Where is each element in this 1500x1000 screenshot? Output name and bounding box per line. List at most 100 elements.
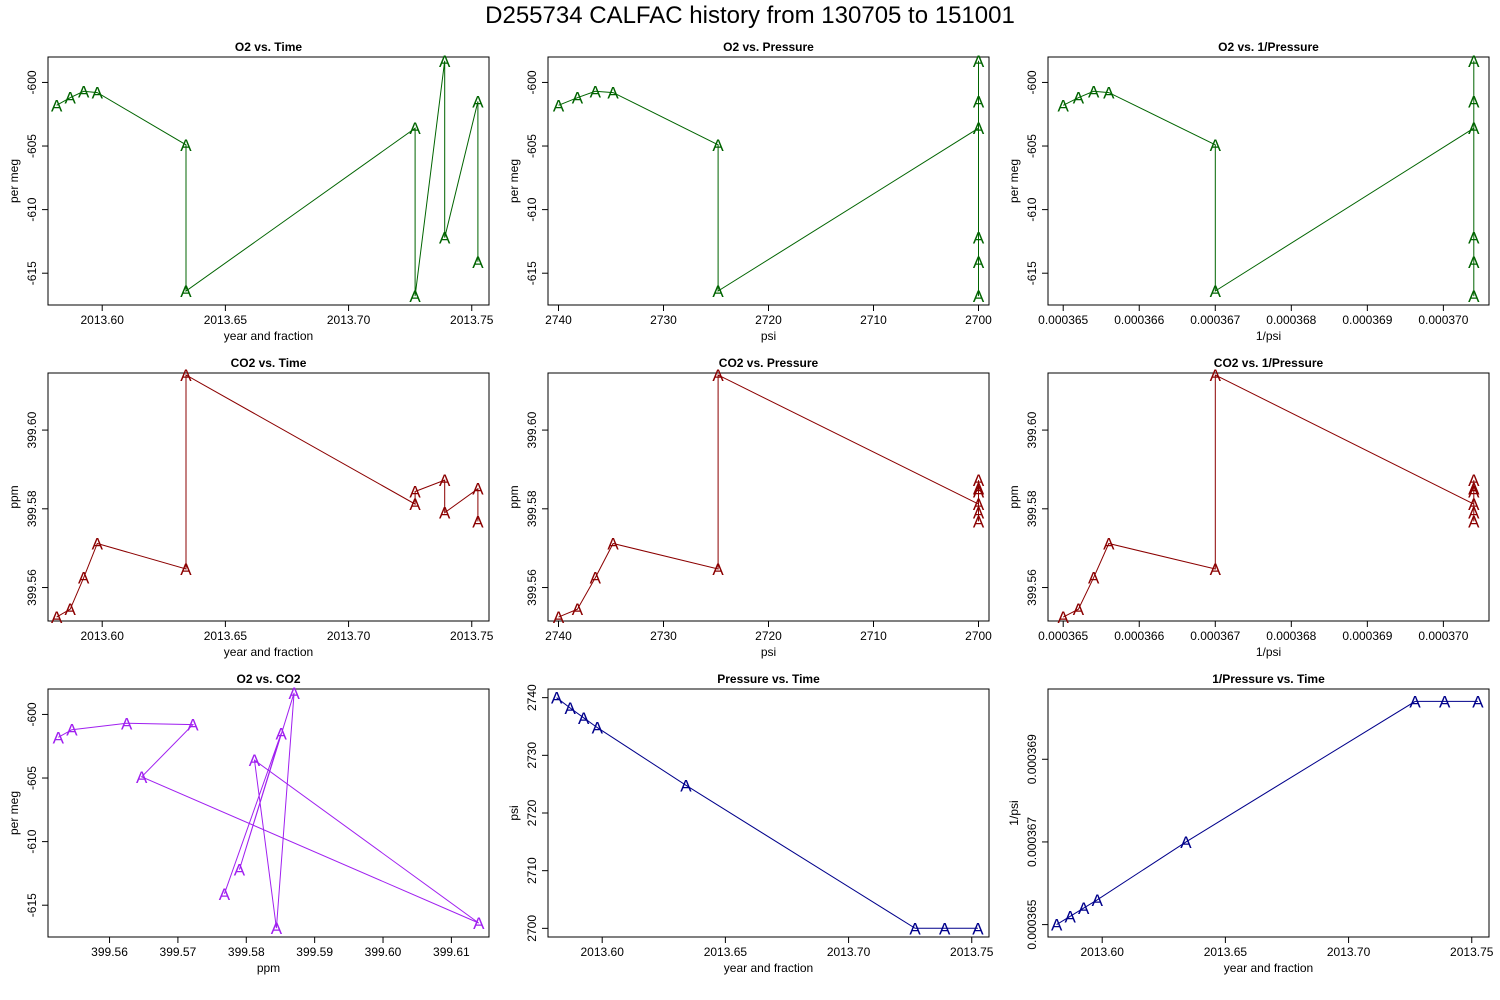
plot-frame xyxy=(547,372,990,622)
data-point: A xyxy=(973,253,985,272)
data-point: A xyxy=(1468,287,1480,306)
x-tick-label: 2700 xyxy=(965,629,992,643)
x-tick-label: 2013.75 xyxy=(1450,945,1494,959)
x-tick-label: 2720 xyxy=(755,313,782,327)
data-point: A xyxy=(1468,482,1480,501)
x-axis-label: 1/psi xyxy=(1256,329,1281,343)
data-point: A xyxy=(51,96,63,115)
data-point: A xyxy=(1088,569,1100,588)
data-point: A xyxy=(65,89,77,108)
x-tick-label: 399.61 xyxy=(433,945,470,959)
data-point: A xyxy=(1092,891,1104,910)
x-axis-label: year and fraction xyxy=(224,645,313,659)
data-point: A xyxy=(1065,907,1077,926)
y-axis-label: per meg xyxy=(507,159,521,203)
data-point: A xyxy=(136,768,148,787)
panel-title: O2 vs. 1/Pressure xyxy=(1218,40,1319,54)
y-tick-label: -610 xyxy=(25,197,39,221)
x-tick-label: 2013.70 xyxy=(327,629,371,643)
data-point: A xyxy=(909,919,921,938)
y-tick-label: -610 xyxy=(525,197,539,221)
x-tick-label: 2013.60 xyxy=(1081,945,1125,959)
x-tick-label: 0.000366 xyxy=(1114,629,1164,643)
y-axis-label: per meg xyxy=(1007,159,1021,203)
data-point: A xyxy=(234,861,246,880)
data-point: A xyxy=(409,495,421,514)
data-point: A xyxy=(65,600,77,619)
data-point: A xyxy=(973,93,985,112)
data-point: A xyxy=(1468,480,1480,499)
plot-frame xyxy=(47,56,490,306)
x-tick-label: 0.000366 xyxy=(1114,313,1164,327)
x-tick-label: 2013.60 xyxy=(81,629,125,643)
y-tick-label: 399.60 xyxy=(25,411,39,448)
x-tick-label: 0.000369 xyxy=(1342,313,1392,327)
data-point: A xyxy=(1088,82,1100,101)
x-axis-label: psi xyxy=(761,329,776,343)
plot-frame xyxy=(47,688,490,938)
data-point: A xyxy=(1210,366,1222,385)
data-point: A xyxy=(712,560,724,579)
data-point: A xyxy=(1468,471,1480,490)
data-point: A xyxy=(607,84,619,103)
x-tick-label: 2730 xyxy=(650,313,677,327)
data-point: A xyxy=(1468,229,1480,248)
data-point: A xyxy=(1078,899,1090,918)
y-tick-label: 0.000369 xyxy=(1025,734,1039,784)
data-point: A xyxy=(53,728,65,747)
data-point: A xyxy=(1468,52,1480,71)
y-tick-label: 2740 xyxy=(525,684,539,711)
data-point: A xyxy=(66,721,78,740)
data-point: A xyxy=(219,885,231,904)
x-tick-label: 2013.75 xyxy=(450,629,494,643)
plot-frame xyxy=(1047,372,1490,622)
plot-frame xyxy=(547,688,990,938)
series-line xyxy=(1062,374,1475,618)
x-axis-label: year and fraction xyxy=(724,961,813,975)
data-point: A xyxy=(592,719,604,738)
x-tick-label: 2013.70 xyxy=(827,945,871,959)
x-tick-label: 2013.70 xyxy=(1327,945,1371,959)
data-point: A xyxy=(973,287,985,306)
data-point: A xyxy=(712,136,724,155)
y-axis-label: 1/psi xyxy=(1007,800,1021,825)
chart-panel: O2 vs. CO2 399.56 399.57 399.58 399.59 399.60… xyxy=(7,672,490,975)
y-axis-label: ppm xyxy=(507,485,521,508)
y-tick-label: -605 xyxy=(525,134,539,158)
y-axis-label: ppm xyxy=(7,485,21,508)
data-point: A xyxy=(180,136,192,155)
y-tick-label: 2720 xyxy=(525,799,539,826)
data-point: A xyxy=(553,608,565,627)
y-tick-label: 2700 xyxy=(525,915,539,942)
x-tick-label: 2013.65 xyxy=(1204,945,1248,959)
chart-panel: CO2 vs. 1/Pressure 0.000365 0.000366 0.0003… xyxy=(1007,356,1490,659)
data-point: A xyxy=(121,714,133,733)
data-point: A xyxy=(1468,495,1480,514)
y-tick-label: 399.56 xyxy=(525,569,539,606)
panel-title: O2 vs. Time xyxy=(235,40,302,54)
data-point: A xyxy=(973,504,985,523)
y-axis-label: per meg xyxy=(7,791,21,835)
x-tick-label: 399.58 xyxy=(228,945,265,959)
figure-title: D255734 CALFAC history from 130705 to 15… xyxy=(485,2,1015,29)
data-point: A xyxy=(607,534,619,553)
data-point: A xyxy=(1210,282,1222,301)
x-tick-label: 2013.75 xyxy=(450,313,494,327)
y-tick-label: 2710 xyxy=(525,857,539,884)
data-point: A xyxy=(973,480,985,499)
data-point: A xyxy=(439,471,451,490)
y-tick-label: -605 xyxy=(25,766,39,790)
data-point: A xyxy=(1468,253,1480,272)
x-tick-label: 2013.60 xyxy=(581,945,625,959)
data-point: A xyxy=(1210,136,1222,155)
data-point: A xyxy=(472,93,484,112)
y-tick-label: 0.000365 xyxy=(1025,899,1039,949)
y-tick-label: -605 xyxy=(25,134,39,158)
data-point: A xyxy=(973,52,985,71)
data-point: A xyxy=(78,82,90,101)
series-line xyxy=(56,60,479,297)
data-point: A xyxy=(473,914,485,933)
data-point: A xyxy=(973,471,985,490)
y-tick-label: -610 xyxy=(25,829,39,853)
